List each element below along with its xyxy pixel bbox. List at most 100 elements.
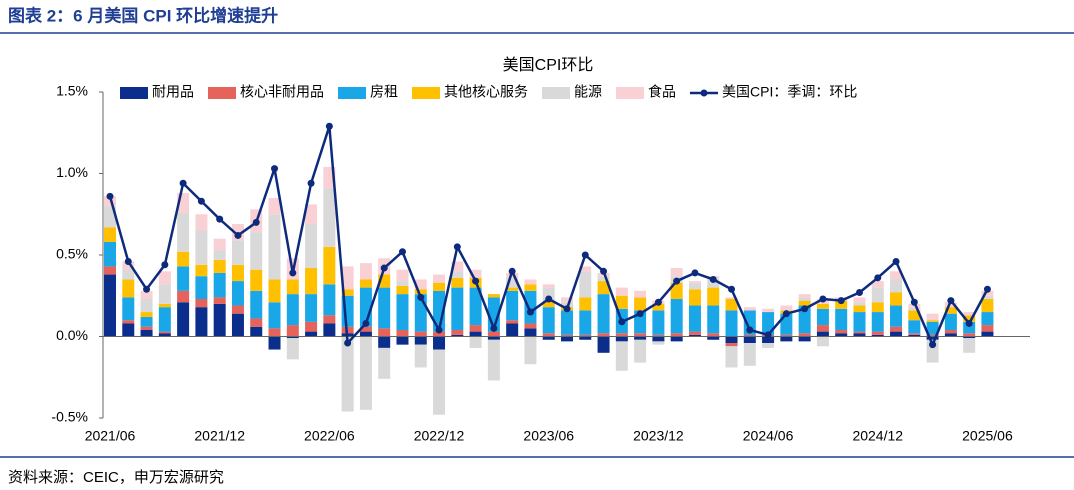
bar-segment (652, 334, 665, 337)
cpi-marker (819, 295, 827, 303)
bar-segment (981, 325, 994, 332)
bar-segment (305, 268, 318, 295)
cpi-marker (545, 295, 553, 303)
bar-segment (615, 295, 628, 309)
cpi-marker (929, 341, 937, 349)
cpi-marker (764, 331, 772, 339)
bar-segment (433, 282, 446, 291)
bar-segment (250, 326, 263, 337)
bar-segment (871, 331, 884, 335)
bar-segment (798, 305, 811, 334)
bar-segment (762, 312, 775, 335)
bar-segment (378, 328, 391, 337)
bar-segment (250, 269, 263, 291)
bar-segment (688, 334, 701, 337)
bar-segment (634, 339, 647, 363)
bar-segment (798, 294, 811, 298)
bar-segment (597, 294, 610, 334)
bar-segment (963, 333, 976, 337)
bar-segment (433, 349, 446, 415)
bar-segment (231, 281, 244, 306)
y-tick-label: 1.0% (56, 164, 88, 180)
bar-segment (615, 341, 628, 371)
bar-segment (597, 281, 610, 295)
bar-segment (634, 333, 647, 337)
bar-segment (213, 250, 226, 260)
cpi-marker (709, 275, 717, 283)
legend-swatch (412, 87, 440, 99)
bar-segment (305, 321, 318, 332)
bar-segment (140, 290, 153, 300)
y-tick-label: -0.5% (51, 409, 88, 425)
bar-segment (469, 287, 482, 326)
bar-segment (835, 308, 848, 330)
bar-segment (469, 325, 482, 332)
bar-segment (981, 290, 994, 296)
bar-segment (725, 336, 738, 344)
cpi-marker (472, 277, 480, 285)
bar-segment (707, 287, 720, 306)
x-tick-label: 2023/06 (523, 428, 574, 444)
cpi-marker (197, 197, 205, 205)
bar-segment (396, 329, 409, 337)
bar-segment (195, 307, 208, 337)
bar-segment (122, 297, 135, 321)
bar-segment (396, 269, 409, 282)
bar-segment (707, 336, 720, 340)
cpi-marker (106, 192, 114, 200)
bar-segment (816, 336, 829, 347)
bar-segment (908, 320, 921, 334)
bar-segment (579, 266, 592, 272)
bar-segment (195, 264, 208, 277)
cpi-marker (526, 308, 534, 316)
bar-segment (871, 281, 884, 288)
cpi-marker (801, 305, 809, 313)
bar-segment (963, 321, 976, 334)
bar-segment (396, 281, 409, 286)
bar-segment (177, 290, 190, 303)
cpi-marker (380, 264, 388, 272)
bar-segment (725, 343, 738, 347)
bar-segment (195, 276, 208, 300)
bar-segment (195, 230, 208, 265)
bar-segment (524, 336, 537, 365)
cpi-marker (728, 285, 736, 293)
x-tick-label: 2024/06 (743, 428, 794, 444)
bar-segment (177, 212, 190, 252)
legend-label: 食品 (648, 84, 676, 100)
bar-segment (963, 312, 976, 316)
cpi-marker (837, 297, 845, 305)
bar-segment (816, 331, 829, 337)
bar-segment (615, 336, 628, 342)
bar-segment (414, 344, 427, 368)
bar-segment (561, 334, 573, 337)
bar-segment (944, 333, 957, 337)
bar-segment (378, 287, 391, 329)
cpi-marker (417, 293, 425, 301)
legend-label: 耐用品 (152, 84, 194, 100)
bar-segment (323, 284, 336, 316)
bar-segment (688, 331, 701, 335)
bar-segment (908, 307, 921, 311)
bar-segment (231, 305, 244, 314)
bar-segment (140, 312, 153, 317)
bar-segment (780, 305, 793, 311)
bar-segment (652, 336, 665, 342)
bar-segment (688, 281, 701, 283)
bar-segment (359, 279, 372, 288)
bar-segment (469, 336, 482, 348)
bar-segment (451, 287, 464, 330)
bar-segment (652, 310, 665, 335)
bar-segment (853, 333, 866, 337)
bar-segment (140, 316, 153, 327)
bar-segment (122, 320, 135, 324)
bar-segment (359, 331, 372, 337)
cpi-marker (691, 269, 699, 277)
bar-segment (871, 302, 884, 313)
bar-segment (524, 323, 537, 329)
bar-segment (561, 297, 573, 303)
x-tick-label: 2023/12 (633, 428, 684, 444)
cpi-marker (673, 277, 681, 285)
bar-segment (250, 318, 263, 327)
bar-segment (670, 333, 683, 337)
